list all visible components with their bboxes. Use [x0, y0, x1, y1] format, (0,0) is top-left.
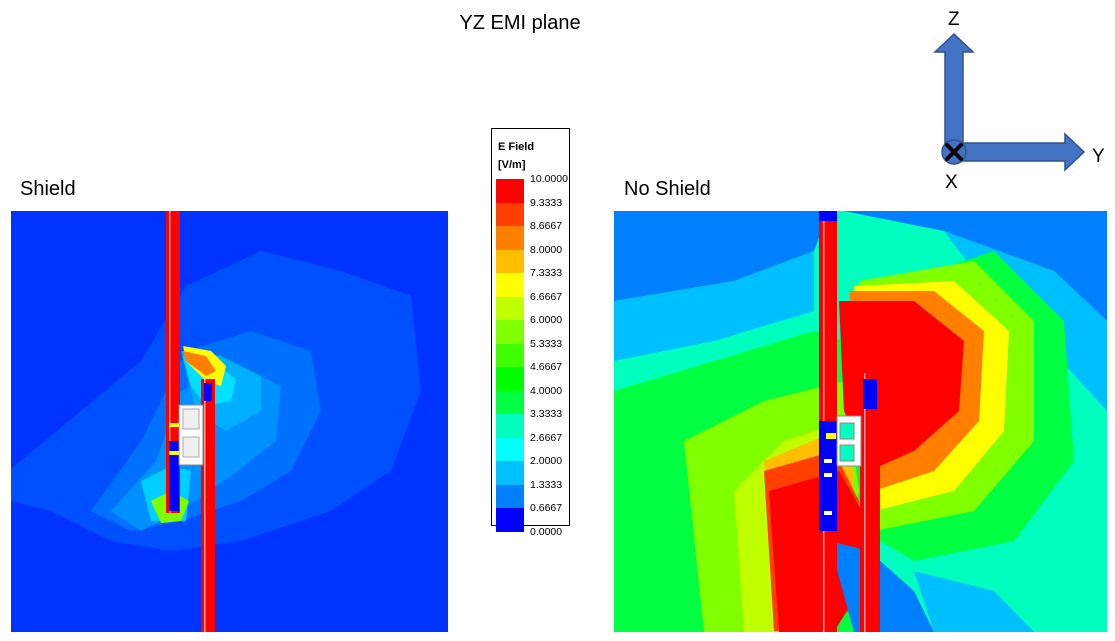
- legend-tick-label: 7.3333: [530, 267, 563, 279]
- legend-swatch: [496, 320, 524, 344]
- x-axis-label: X: [945, 172, 958, 193]
- legend-tick-label: 8.6667: [530, 220, 563, 232]
- legend-tick-label: 6.6667: [530, 290, 563, 303]
- conductor-end: [819, 211, 837, 221]
- conductor-end: [863, 379, 877, 409]
- legend-title-unit: [V/m]: [498, 159, 526, 171]
- legend-tick-label: 8.0000: [530, 243, 563, 256]
- legend-tick-label: 3.3333: [530, 408, 563, 420]
- legend-swatch: [496, 343, 524, 367]
- legend-tick-label: 0.0000: [530, 525, 563, 538]
- color-legend: E Field [V/m] 10.0000 9.3333 8.6667 8.0000 7…: [491, 128, 570, 538]
- conductor-edge: [864, 373, 866, 632]
- shield-field-plot: [11, 211, 448, 632]
- field-contour: [183, 351, 216, 376]
- field-contour: [614, 211, 829, 301]
- legend-swatch: [496, 461, 524, 485]
- connector-detail: [169, 423, 179, 427]
- legend-swatch: [496, 508, 524, 532]
- legend-swatch: [496, 273, 524, 297]
- x-cross-icon: [945, 143, 963, 161]
- connector-pin: [182, 436, 200, 458]
- page-title: YZ EMI plane: [459, 12, 581, 34]
- shield-panel-label: Shield: [20, 178, 76, 200]
- legend-tick-label: 10.0000: [530, 173, 568, 185]
- legend-swatch: [496, 202, 524, 226]
- conductor-edge: [204, 379, 206, 632]
- legend-swatch: [496, 249, 524, 273]
- field-contour: [614, 251, 814, 361]
- axes-arrows: [933, 32, 1086, 172]
- connector-detail: [826, 433, 836, 439]
- legend-swatch: [496, 390, 524, 414]
- y-axis-label: Y: [1092, 146, 1105, 167]
- z-axis-arrow: [933, 32, 975, 153]
- connector-pin: [182, 408, 200, 430]
- legend-tick-label: 1.3333: [530, 478, 563, 491]
- conductor-edge: [169, 211, 171, 513]
- field-contour: [829, 541, 934, 632]
- z-axis-label: Z: [948, 9, 960, 30]
- field-contour: [844, 211, 1107, 321]
- legend-tick-label: 2.0000: [530, 455, 563, 467]
- legend-color-bar: [496, 179, 524, 532]
- coordinate-axes: Z Y X: [930, 6, 1115, 196]
- conductor-detail: [824, 473, 832, 477]
- legend-title-quantity: E Field: [498, 141, 535, 153]
- field-contour: [769, 471, 862, 632]
- legend-swatch: [496, 484, 524, 508]
- legend-swatch: [496, 226, 524, 250]
- no-shield-field-plot: [614, 211, 1107, 632]
- connector-pin: [839, 444, 855, 462]
- legend-swatch: [496, 367, 524, 391]
- field-contour: [914, 571, 1034, 632]
- legend-swatch: [496, 179, 524, 203]
- legend-swatch: [496, 296, 524, 320]
- legend-title: E Field [V/m]: [498, 138, 534, 174]
- no-shield-panel-label: No Shield: [624, 178, 711, 200]
- connector-detail: [169, 451, 179, 455]
- legend-tick-label: 0.6667: [530, 502, 563, 514]
- y-axis-arrow: [953, 132, 1086, 172]
- conductor-detail: [824, 459, 832, 463]
- legend-tick-label: 4.0000: [530, 384, 563, 397]
- connector-pin: [839, 422, 855, 440]
- legend-swatch: [496, 437, 524, 461]
- conductor-end: [204, 383, 212, 401]
- legend-tick-label: 2.6667: [530, 431, 563, 444]
- conductor-strip: [860, 373, 880, 632]
- legend-tick-label: 5.3333: [530, 337, 563, 350]
- legend-tick-label: 6.0000: [530, 314, 563, 326]
- legend-tick-label: 9.3333: [530, 196, 563, 209]
- conductor-detail: [824, 511, 832, 515]
- legend-tick-label: 4.6667: [530, 361, 563, 373]
- legend-swatch: [496, 414, 524, 438]
- conductor-end: [169, 441, 179, 511]
